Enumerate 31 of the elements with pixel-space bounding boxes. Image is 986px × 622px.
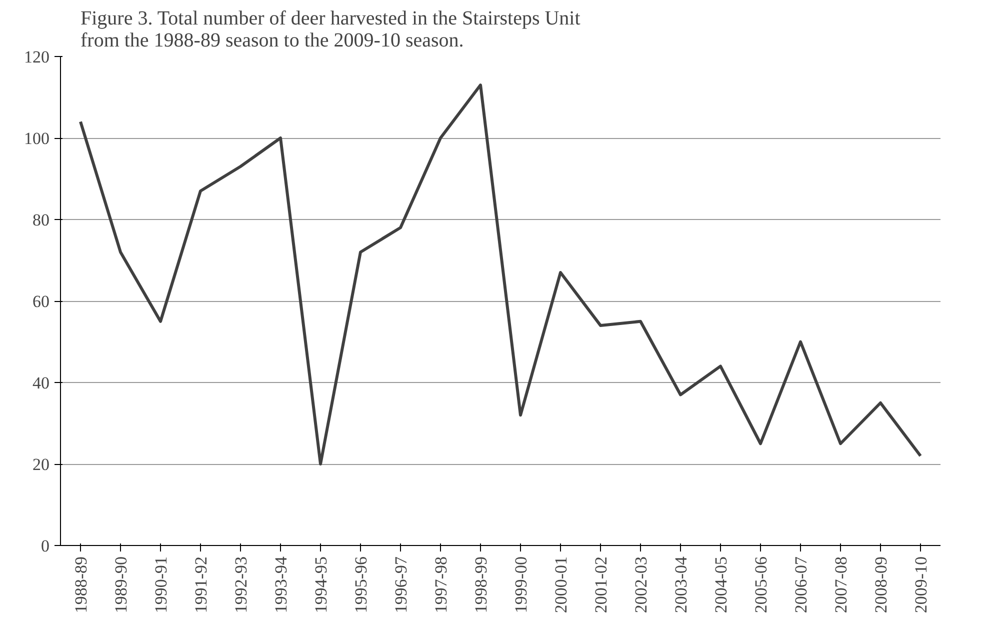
- x-tick-label: 2008-09: [872, 556, 890, 614]
- x-tick-label: 1994-95: [312, 556, 330, 614]
- line-series: [79, 84, 922, 466]
- x-tick-label: 1990-91: [152, 556, 170, 614]
- y-tick-label: 80: [32, 210, 50, 230]
- x-tick-label: 1992-93: [232, 556, 250, 614]
- y-tick-label: 60: [32, 292, 50, 311]
- x-tick-label: 1998-99: [472, 556, 490, 614]
- x-tick-label: 1997-98: [432, 556, 450, 614]
- x-tick-label: 2005-06: [752, 556, 770, 614]
- x-tick-label: 2001-02: [592, 556, 610, 614]
- chart-title: Figure 3. Total number of deer harvested in the Stairsteps Unit from the 1988-89 season to the 2009-10 season.: [80, 8, 581, 52]
- x-tick-label: 2000-01: [552, 556, 570, 614]
- y-tick-label: 100: [24, 129, 50, 148]
- x-tick-label: 2006-07: [792, 556, 810, 614]
- y-tick-label: 40: [32, 374, 50, 392]
- x-tick-label: 2007-08: [832, 556, 850, 614]
- x-tick-label: 1995-96: [352, 556, 370, 614]
- x-tick-label: 2002-03: [632, 556, 650, 614]
- x-tick-label: 1988-89: [72, 556, 90, 614]
- x-tick-label: 1996-97: [392, 556, 410, 614]
- x-tick-label: 2009-10: [912, 556, 930, 614]
- x-tick-label: 2003-04: [672, 556, 690, 614]
- y-tick-label: 20: [32, 455, 50, 474]
- y-tick-label: 120: [24, 48, 50, 66]
- x-tick-label: 2004-05: [712, 556, 730, 614]
- x-tick-label: 1989-90: [112, 556, 130, 614]
- x-tick-label: 1991-92: [192, 556, 210, 614]
- x-tick-label: 1999-00: [512, 556, 530, 614]
- x-tick-label: 1993-94: [272, 556, 290, 614]
- y-tick-label: 0: [41, 536, 50, 556]
